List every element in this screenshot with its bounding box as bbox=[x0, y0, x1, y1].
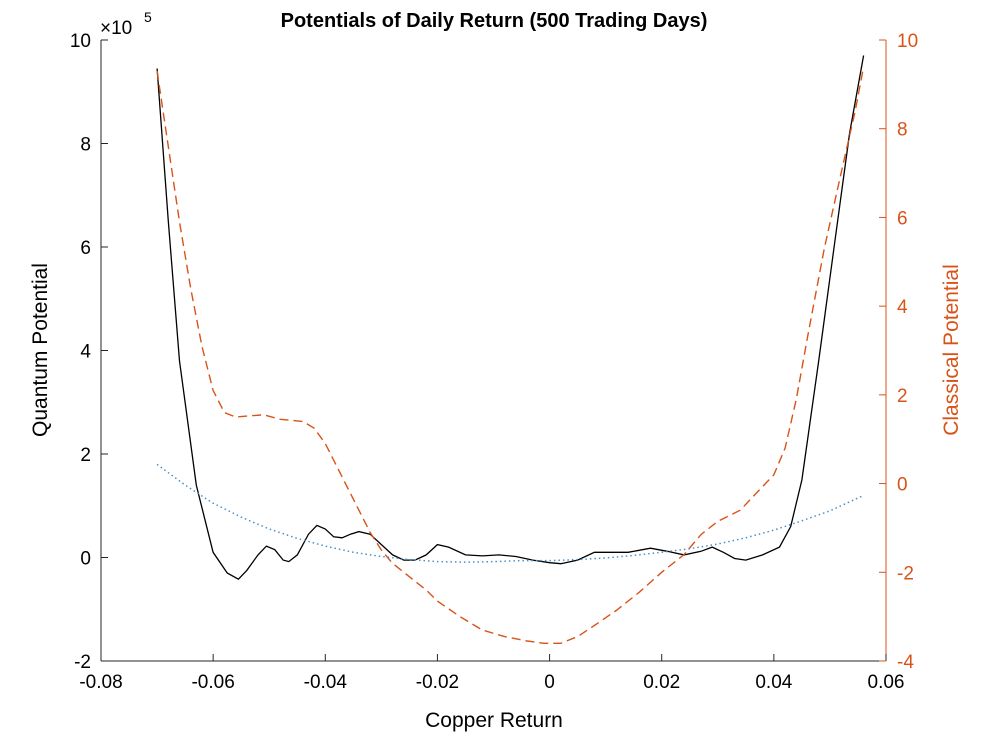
right-y-tick-label: 10 bbox=[897, 31, 918, 52]
x-axis-label: Copper Return bbox=[425, 709, 563, 732]
right-y-tick-label: -2 bbox=[897, 563, 914, 584]
right-y-tick-label: -4 bbox=[897, 652, 914, 673]
right-y-tick-label: 6 bbox=[897, 208, 908, 229]
left-y-axis-label: Quantum Potential bbox=[29, 263, 52, 437]
chart-title: Potentials of Daily Return (500 Trading … bbox=[281, 10, 708, 32]
x-tick-label: -0.06 bbox=[191, 672, 234, 693]
right-y-tick-label: 0 bbox=[897, 475, 908, 496]
left-y-tick-label: 10 bbox=[70, 31, 91, 52]
fitted-quantum-line bbox=[156, 463, 864, 563]
x-tick-label: 0.04 bbox=[755, 672, 792, 693]
right-y-tick-label: 4 bbox=[897, 297, 908, 318]
quantum-potential-line bbox=[156, 55, 865, 581]
x-tick-label: -0.08 bbox=[79, 672, 122, 693]
left-y-tick-label: 0 bbox=[80, 549, 91, 570]
left-exponent-power: 5 bbox=[144, 9, 152, 25]
axes: -0.08 -0.06 -0.04 -0.02 0 0.02 0.04 0.06 -2 0 2 4 6 8… bbox=[70, 31, 918, 693]
x-tick-label: 0.06 bbox=[868, 672, 905, 693]
left-y-tick-label: 8 bbox=[80, 135, 91, 156]
left-exponent: ×10 5 bbox=[100, 9, 152, 39]
right-y-tick-label: 8 bbox=[897, 120, 908, 141]
right-y-axis-label: Classical Potential bbox=[940, 264, 963, 436]
left-y-tick-label: 4 bbox=[80, 342, 91, 363]
x-tick-label: -0.04 bbox=[304, 672, 348, 693]
right-y-tick-label: 2 bbox=[897, 386, 908, 407]
left-y-tick-label: 2 bbox=[80, 445, 91, 466]
left-y-tick-label: -2 bbox=[74, 652, 91, 673]
x-tick-label: 0.02 bbox=[643, 672, 680, 693]
left-exponent-base: ×10 bbox=[100, 18, 132, 39]
x-tick-label: -0.02 bbox=[416, 672, 459, 693]
x-tick-label: 0 bbox=[544, 672, 555, 693]
left-y-tick-label: 6 bbox=[80, 238, 91, 259]
plot-area bbox=[156, 55, 865, 644]
classical-potential-line bbox=[156, 66, 865, 644]
